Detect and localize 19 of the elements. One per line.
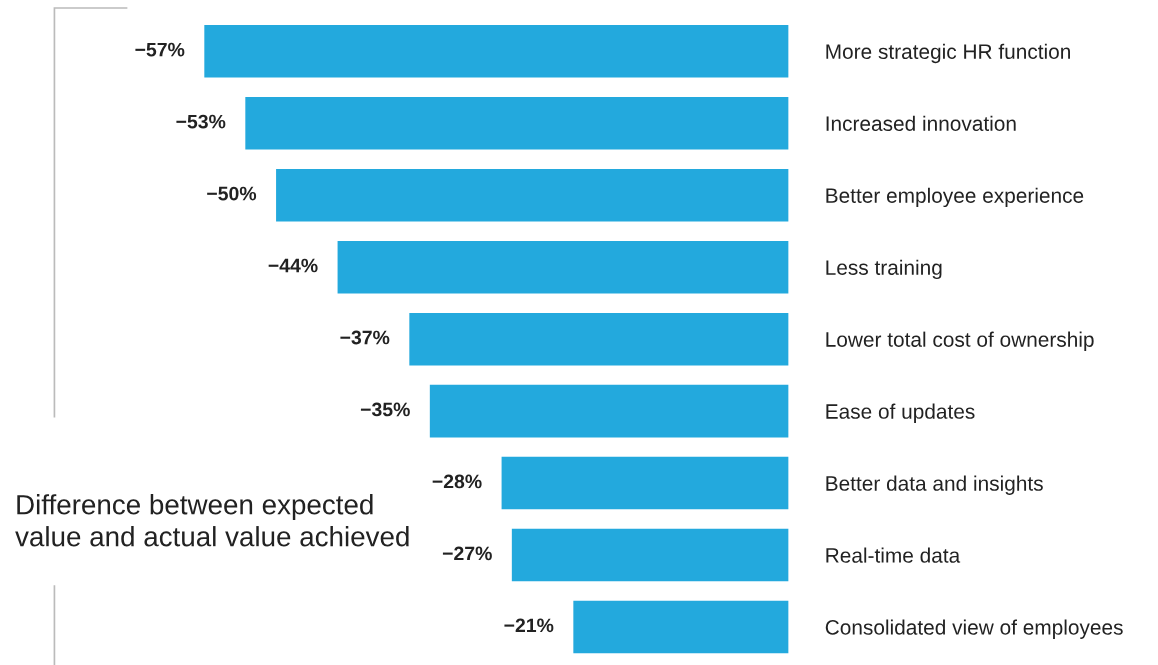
- data-label: −21%: [504, 618, 554, 633]
- data-label: −50%: [207, 186, 257, 201]
- y-tick-label: Lower total cost of ownership: [826, 331, 1094, 352]
- data-label: −28%: [432, 474, 482, 489]
- data-label: −35%: [360, 402, 410, 417]
- y-tick-label: Better data and insights: [826, 475, 1043, 495]
- data-label: −53%: [176, 114, 226, 129]
- data-label: −44%: [268, 258, 318, 273]
- y-tick-label: Better employee experience: [826, 187, 1084, 208]
- y-tick-label: Ease of updates: [826, 403, 975, 423]
- data-label: −37%: [340, 330, 390, 345]
- y-tick-label: Consolidated view of employees: [825, 619, 1123, 639]
- data-label: −57%: [135, 42, 185, 57]
- y-tick-label: Increased innovation: [826, 115, 1016, 131]
- data-label: −27%: [442, 546, 492, 561]
- y-tick-label: Real-time data: [826, 547, 961, 563]
- y-tick-label: More strategic HR function: [826, 43, 1070, 64]
- y-tick-label: Less training: [826, 259, 942, 280]
- y-axis-title: Difference between expected value and actual value achieved: [15, 494, 409, 547]
